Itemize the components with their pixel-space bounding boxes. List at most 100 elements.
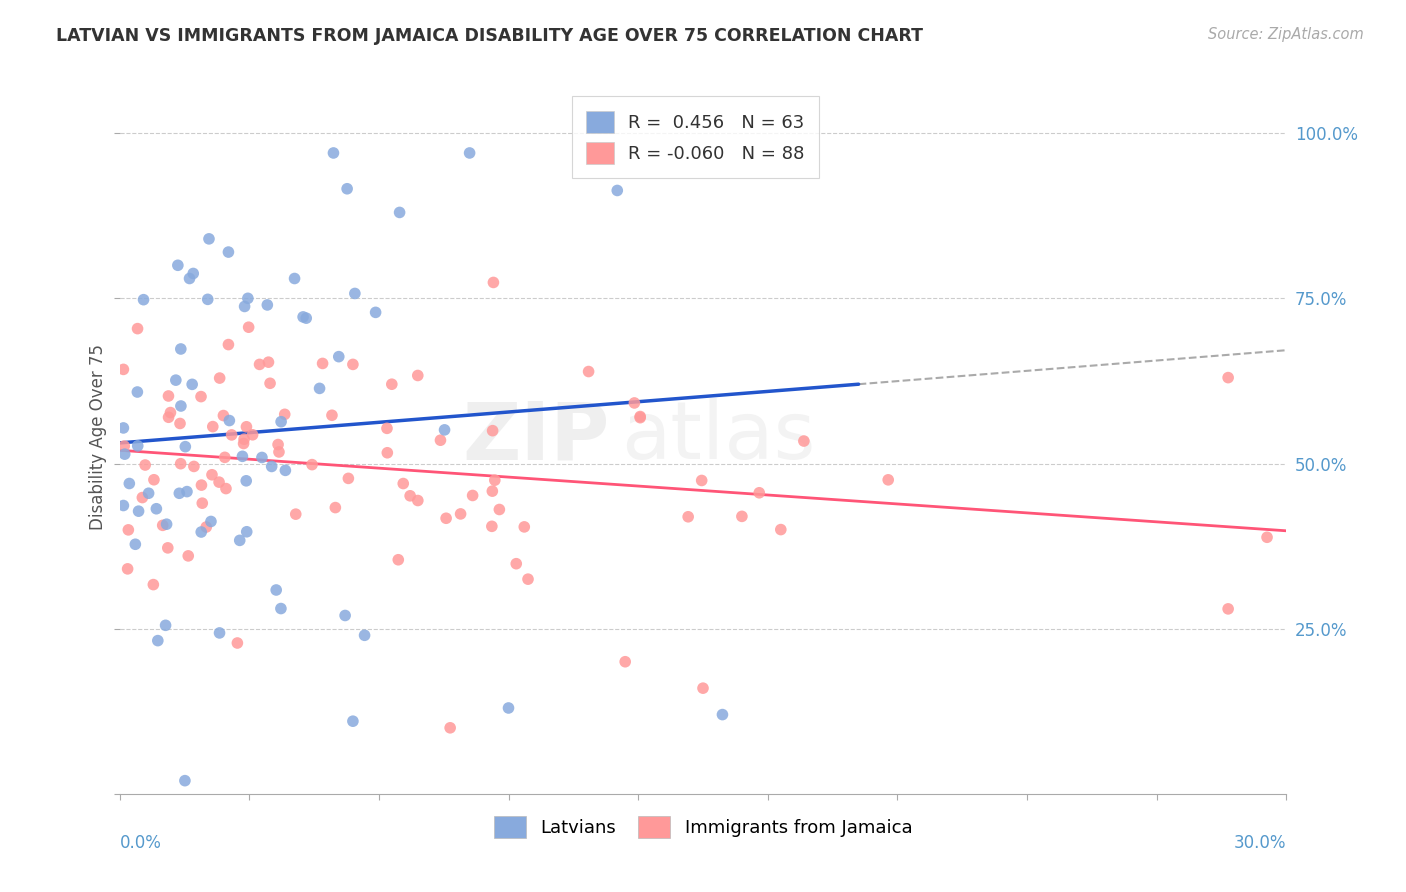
Point: [208, 475, 231, 490]
Point: [138, 486, 160, 500]
Point: [190, 524, 212, 539]
Point: [399, 489, 422, 503]
Point: [117, 562, 139, 576]
Point: [201, 467, 224, 482]
Point: [198, 232, 221, 246]
Point: [145, 501, 167, 516]
Point: [242, 427, 264, 442]
Point: [498, 701, 520, 715]
Point: [439, 721, 461, 735]
Point: [676, 509, 699, 524]
Point: [406, 368, 429, 383]
Point: [217, 245, 239, 260]
Point: [482, 276, 505, 290]
Point: [606, 184, 628, 198]
Point: [233, 300, 256, 314]
Point: [434, 511, 457, 525]
Text: 30.0%: 30.0%: [1234, 834, 1286, 852]
Point: [1216, 602, 1240, 616]
Point: [176, 484, 198, 499]
Point: [165, 373, 187, 387]
Text: ZIP: ZIP: [463, 398, 610, 476]
Point: [214, 450, 236, 465]
Point: [181, 377, 204, 392]
Point: [156, 541, 179, 555]
Point: [336, 182, 359, 196]
Point: [157, 410, 180, 425]
Point: [769, 523, 792, 537]
Point: [270, 415, 292, 429]
Point: [226, 636, 249, 650]
Point: [731, 509, 754, 524]
Point: [284, 507, 307, 521]
Point: [322, 145, 344, 160]
Point: [628, 409, 651, 424]
Point: [311, 356, 333, 370]
Point: [114, 447, 136, 461]
Text: Source: ZipAtlas.com: Source: ZipAtlas.com: [1208, 27, 1364, 42]
Point: [231, 450, 253, 464]
Point: [623, 396, 645, 410]
Point: [748, 485, 770, 500]
Point: [375, 446, 398, 460]
Text: atlas: atlas: [621, 398, 815, 476]
Point: [117, 523, 139, 537]
Point: [342, 714, 364, 729]
Point: [195, 520, 218, 534]
Point: [484, 473, 506, 487]
Point: [229, 533, 252, 548]
Point: [274, 407, 297, 421]
Point: [170, 399, 193, 413]
Point: [481, 484, 503, 499]
Point: [124, 537, 146, 551]
Point: [481, 424, 503, 438]
Point: [200, 515, 222, 529]
Point: [1216, 370, 1240, 384]
Point: [112, 421, 135, 435]
Point: [381, 377, 404, 392]
Point: [169, 486, 191, 500]
Point: [131, 491, 153, 505]
Point: [264, 582, 287, 597]
Point: [146, 633, 169, 648]
Point: [132, 293, 155, 307]
Point: [166, 258, 188, 272]
Point: [505, 557, 527, 571]
Point: [375, 421, 398, 435]
Point: [215, 482, 238, 496]
Point: [174, 440, 197, 454]
Point: [127, 321, 149, 335]
Point: [127, 439, 149, 453]
Point: [118, 476, 141, 491]
Point: [197, 293, 219, 307]
Point: [274, 463, 297, 477]
Point: [238, 320, 260, 334]
Point: [325, 500, 347, 515]
Point: [170, 342, 193, 356]
Point: [179, 271, 201, 285]
Point: [250, 450, 273, 465]
Point: [292, 310, 315, 324]
Point: [481, 519, 503, 533]
Point: [208, 371, 231, 385]
Point: [259, 376, 281, 391]
Point: [177, 549, 200, 563]
Point: [152, 518, 174, 533]
Point: [191, 496, 214, 510]
Point: [128, 504, 150, 518]
Point: [295, 311, 318, 326]
Point: [142, 473, 165, 487]
Point: [343, 286, 366, 301]
Point: [232, 436, 254, 450]
Point: [235, 524, 257, 539]
Point: [159, 406, 181, 420]
Point: [450, 507, 472, 521]
Point: [267, 445, 290, 459]
Point: [112, 362, 135, 376]
Point: [217, 337, 239, 351]
Legend: Latvians, Immigrants from Jamaica: Latvians, Immigrants from Jamaica: [486, 809, 920, 846]
Point: [488, 502, 510, 516]
Point: [461, 488, 484, 502]
Point: [628, 410, 651, 425]
Point: [517, 572, 540, 586]
